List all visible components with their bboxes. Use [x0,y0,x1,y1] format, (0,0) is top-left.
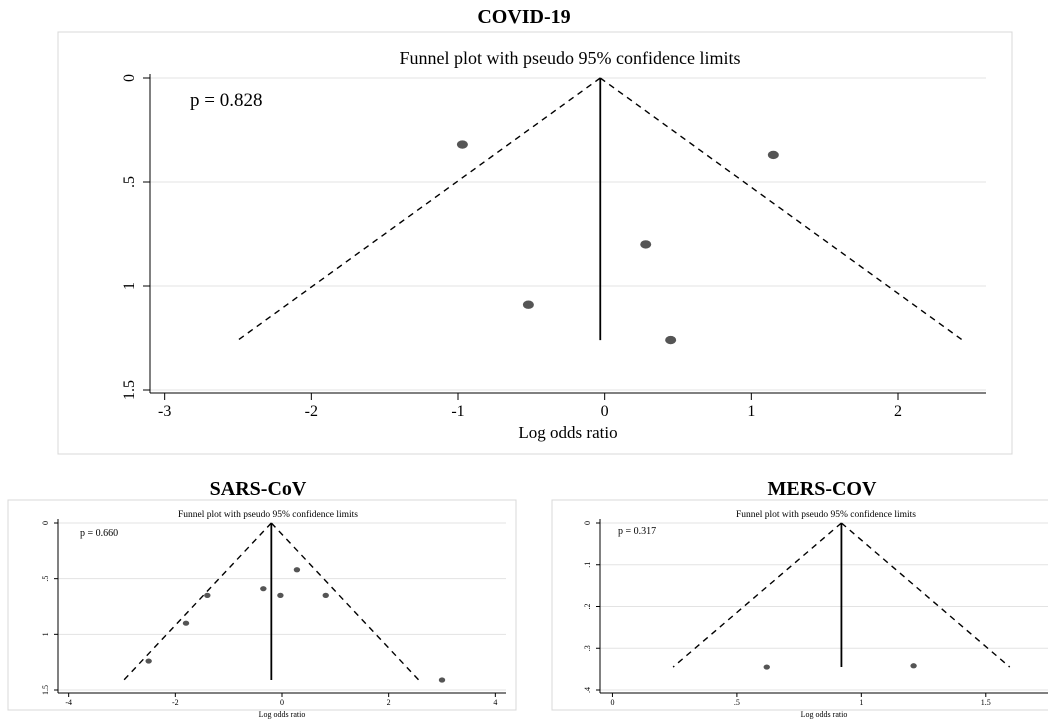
sars-cov-title: Funnel plot with pseudo 95% confidence l… [178,509,358,520]
covid19-study-point [456,140,468,149]
sars-cov-x-tick-label: -4 [65,698,72,707]
covid19-p-value: p = 0.828 [190,90,262,111]
covid19-study-point [522,300,534,309]
sars-cov-study-point [438,677,446,683]
mers-cov-study-point [910,663,917,669]
covid19-funnel-right-limit [599,77,963,341]
sars-cov-y-tick-label: 1 [41,632,50,636]
mers-cov-frame [551,499,1048,711]
sars-cov-p-value: p = 0.660 [80,528,118,539]
covid19-y-tick-label: 1 [121,282,138,290]
sars-cov-x-tick-label: 4 [493,698,497,707]
mers-cov-y-tick-label: .2 [583,604,592,610]
sars-cov-x-tick-label: 0 [280,698,284,707]
covid19-x-tick-label: 2 [894,403,902,420]
mers-cov-study-point [763,664,770,670]
mers-cov-funnel-left-limit [672,522,842,668]
sars-cov-study-point [145,658,152,664]
mers-cov-x-tick-label: 1 [859,698,863,707]
sars-cov-funnel-left-limit [123,522,272,681]
covid19-x-axis-label: Log odds ratio [518,423,617,442]
mers-cov-x-tick-label: .5 [734,698,740,707]
mers-cov-y-tick-label: .4 [583,687,592,693]
sars-cov-study-point [322,592,329,598]
covid19-study-point [767,150,779,160]
covid19-x-tick-label: -1 [451,403,464,420]
mers-cov-y-tick-label: .1 [583,562,592,568]
mers-cov-p-value: p = 0.317 [618,526,656,537]
sars-cov-x-tick-label: -2 [172,698,179,707]
mers-cov-x-tick-label: 1.5 [981,698,991,707]
mers-cov-funnel-right-limit [840,522,1011,668]
sars-cov-y-tick-label: .5 [41,576,50,582]
sars-cov-study-point [204,592,211,598]
sars-cov-study-point [182,620,190,626]
covid19-heading: COVID-19 [477,6,571,28]
sars-cov-y-tick-label: 0 [41,521,50,525]
covid19-x-tick-label: 0 [601,403,609,420]
covid19-x-tick-label: -2 [305,403,318,420]
sars-cov-x-tick-label: 2 [387,698,391,707]
covid19-frame [57,31,1013,455]
mers-cov-y-tick-label: 0 [583,521,592,525]
mers-cov-x-axis-label: Log odds ratio [801,710,848,719]
covid19-study-point [665,335,677,345]
covid19-y-tick-label: 1.5 [121,380,138,400]
mers-cov-x-tick-label: 0 [610,698,614,707]
sars-cov-funnel-right-limit [270,522,420,681]
covid19-y-tick-label: .5 [121,176,138,188]
covid19-funnel-left-limit [237,77,601,341]
mers-cov-y-tick-label: .3 [583,645,592,651]
covid19-x-tick-label: 1 [747,403,755,420]
sars-cov-study-point [260,586,267,592]
sars-cov-y-tick-label: 1.5 [41,685,50,695]
sars-cov-heading: SARS-CoV [209,478,307,500]
covid19-x-tick-label: -3 [158,403,171,420]
sars-cov-study-point [277,592,284,598]
mers-cov-title: Funnel plot with pseudo 95% confidence l… [736,509,916,520]
covid19-title: Funnel plot with pseudo 95% confidence l… [400,48,741,68]
sars-cov-study-point [293,567,301,573]
mers-cov-heading: MERS-COV [767,478,877,500]
covid19-y-tick-label: 0 [121,74,138,82]
covid19-study-point [640,240,652,249]
sars-cov-frame [7,499,517,711]
sars-cov-x-axis-label: Log odds ratio [259,710,306,719]
